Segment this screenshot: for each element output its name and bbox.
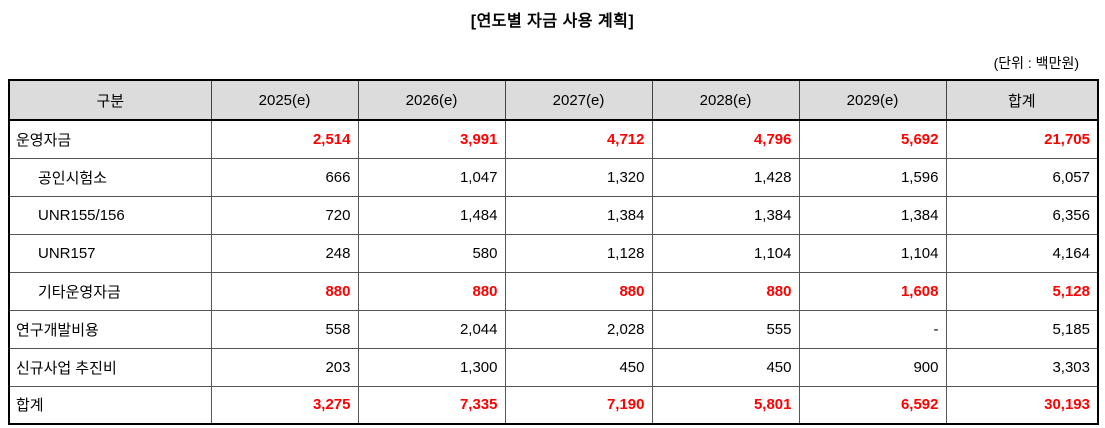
cell-value: 1,320: [504, 157, 653, 197]
cell-value: 4,796: [651, 119, 800, 159]
header-row: 구분 2025(e) 2026(e) 2027(e) 2028(e) 2029(e) 합계: [8, 79, 1099, 121]
cell-value: 2,044: [357, 309, 506, 349]
table-row: 운영자금 2,514 3,991 4,712 4,796 5,692 21,705: [8, 119, 1099, 159]
row-label: 연구개발비용: [8, 309, 212, 349]
table-row: 공인시험소 666 1,047 1,320 1,428 1,596 6,057: [8, 157, 1099, 197]
cell-value: 720: [210, 195, 359, 235]
cell-value: 1,608: [798, 271, 947, 311]
table-row: 합계 3,275 7,335 7,190 5,801 6,592 30,193: [8, 385, 1099, 425]
cell-value: 900: [798, 347, 947, 387]
col-header-category: 구분: [8, 79, 212, 121]
cell-value: 6,057: [945, 157, 1099, 197]
cell-value: 1,596: [798, 157, 947, 197]
cell-value: 1,428: [651, 157, 800, 197]
cell-value: 580: [357, 233, 506, 273]
cell-value: 5,692: [798, 119, 947, 159]
cell-value: 880: [651, 271, 800, 311]
cell-value: 1,128: [504, 233, 653, 273]
cell-value: 6,356: [945, 195, 1099, 235]
row-label: 합계: [8, 385, 212, 425]
cell-value: 555: [651, 309, 800, 349]
cell-value: 2,028: [504, 309, 653, 349]
col-header-5: 2029(e): [798, 79, 947, 121]
cell-value: 3,275: [210, 385, 359, 425]
cell-value: 1,104: [651, 233, 800, 273]
cell-value: 7,335: [357, 385, 506, 425]
table-row: UNR157 248 580 1,128 1,104 1,104 4,164: [8, 233, 1099, 273]
row-label: UNR155/156: [8, 195, 212, 235]
cell-value: 1,047: [357, 157, 506, 197]
cell-value: 1,484: [357, 195, 506, 235]
cell-value: 1,104: [798, 233, 947, 273]
cell-value: 203: [210, 347, 359, 387]
col-header-2: 2026(e): [357, 79, 506, 121]
col-header-3: 2027(e): [504, 79, 653, 121]
row-label: 공인시험소: [8, 157, 212, 197]
cell-value: 4,712: [504, 119, 653, 159]
page-title: [연도별 자금 사용 계획]: [470, 13, 635, 30]
cell-value: 5,801: [651, 385, 800, 425]
cell-value: 880: [357, 271, 506, 311]
cell-value: 450: [651, 347, 800, 387]
row-label: 운영자금: [8, 119, 212, 159]
table-row: 신규사업 추진비 203 1,300 450 450 900 3,303: [8, 347, 1099, 387]
row-label: UNR157: [8, 233, 212, 273]
row-label: 신규사업 추진비: [8, 347, 212, 387]
cell-value: 880: [210, 271, 359, 311]
cell-value: 2,514: [210, 119, 359, 159]
col-header-6: 합계: [945, 79, 1099, 121]
cell-value: 4,164: [945, 233, 1099, 273]
cell-value: 3,991: [357, 119, 506, 159]
cell-value: -: [798, 309, 947, 349]
cell-value: 248: [210, 233, 359, 273]
cell-value: 30,193: [945, 385, 1099, 425]
cell-value: 1,384: [651, 195, 800, 235]
cell-value: 450: [504, 347, 653, 387]
table-row: UNR155/156 720 1,484 1,384 1,384 1,384 6,356: [8, 195, 1099, 235]
col-header-1: 2025(e): [210, 79, 359, 121]
cell-value: 7,190: [504, 385, 653, 425]
table-body: 운영자금 2,514 3,991 4,712 4,796 5,692 21,705 공인시험소…: [8, 119, 1099, 425]
table-row: 기타운영자금 880 880 880 880 1,608 5,128: [8, 271, 1099, 311]
cell-value: 666: [210, 157, 359, 197]
fund-usage-table: 구분 2025(e) 2026(e) 2027(e) 2028(e) 2029(e) 합계 …: [8, 79, 1099, 425]
row-label: 기타운영자금: [8, 271, 212, 311]
cell-value: 6,592: [798, 385, 947, 425]
cell-value: 1,300: [357, 347, 506, 387]
table-row: 연구개발비용 558 2,044 2,028 555-5,185: [8, 309, 1099, 349]
cell-value: 5,185: [945, 309, 1099, 349]
cell-value: 1,384: [798, 195, 947, 235]
col-header-4: 2028(e): [651, 79, 800, 121]
cell-value: 21,705: [945, 119, 1099, 159]
cell-value: 880: [504, 271, 653, 311]
cell-value: 3,303: [945, 347, 1099, 387]
cell-value: 1,384: [504, 195, 653, 235]
cell-value: 558: [210, 309, 359, 349]
unit-note: (단위 : 백만원): [993, 55, 1079, 71]
cell-value: 5,128: [945, 271, 1099, 311]
